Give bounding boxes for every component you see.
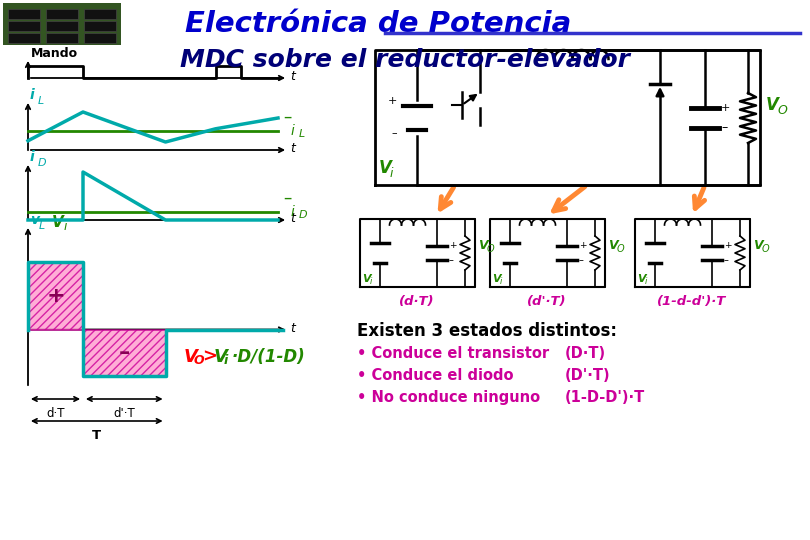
- Text: D: D: [299, 210, 308, 220]
- Text: (D'·T): (D'·T): [565, 368, 611, 383]
- Text: • Conduce el diodo: • Conduce el diodo: [357, 368, 514, 383]
- Text: T: T: [92, 429, 101, 442]
- Text: –: –: [283, 108, 292, 126]
- Text: O: O: [778, 104, 788, 117]
- Text: +: +: [46, 286, 65, 306]
- Text: i: i: [224, 354, 228, 367]
- Text: • Conduce el transistor: • Conduce el transistor: [357, 346, 549, 361]
- Text: –: –: [391, 129, 397, 138]
- Text: –: –: [449, 255, 454, 265]
- Text: ·D/(1-D): ·D/(1-D): [232, 348, 305, 366]
- Bar: [46, 21, 78, 31]
- Text: i: i: [30, 150, 35, 164]
- Bar: [8, 21, 40, 31]
- Text: +: +: [579, 241, 586, 251]
- Text: –: –: [579, 255, 584, 265]
- Text: • No conduce ninguno: • No conduce ninguno: [357, 390, 540, 405]
- Bar: [84, 21, 116, 31]
- Text: i: i: [291, 124, 295, 138]
- Bar: [3, 3, 121, 45]
- Text: v: v: [30, 213, 39, 227]
- Text: t: t: [290, 322, 295, 335]
- Bar: [84, 9, 116, 19]
- Text: V: V: [379, 159, 392, 177]
- Bar: [46, 33, 78, 43]
- Text: O: O: [617, 244, 625, 254]
- Text: (1-d-d')·T: (1-d-d')·T: [658, 295, 727, 308]
- Bar: [8, 33, 40, 43]
- Text: i: i: [390, 167, 394, 180]
- Text: t: t: [290, 71, 295, 84]
- Text: L: L: [38, 96, 45, 106]
- Text: V: V: [766, 96, 779, 114]
- Bar: [84, 33, 116, 43]
- Text: t: t: [290, 213, 295, 226]
- Text: i: i: [370, 277, 373, 286]
- Text: t: t: [290, 143, 295, 156]
- Text: (1-D-D')·T: (1-D-D')·T: [565, 390, 646, 405]
- Text: i: i: [30, 88, 35, 102]
- Text: Existen 3 estados distintos:: Existen 3 estados distintos:: [357, 322, 617, 340]
- Text: V: V: [753, 239, 763, 252]
- Text: MDC sobre el reductor-elevador: MDC sobre el reductor-elevador: [180, 48, 630, 72]
- Text: +: +: [388, 97, 397, 106]
- Text: –: –: [721, 122, 727, 134]
- Text: +: +: [449, 241, 457, 251]
- Text: V: V: [52, 215, 64, 230]
- Text: –: –: [283, 189, 292, 207]
- Text: Mando: Mando: [31, 47, 78, 60]
- Text: O: O: [194, 354, 204, 367]
- Text: –: –: [724, 255, 729, 265]
- Text: d'·T: d'·T: [113, 407, 135, 420]
- Text: O: O: [762, 244, 769, 254]
- Text: V: V: [637, 274, 646, 284]
- Text: V: V: [478, 239, 488, 252]
- Text: O: O: [487, 244, 495, 254]
- Text: i: i: [645, 277, 647, 286]
- Text: L: L: [39, 221, 45, 231]
- Text: D: D: [38, 158, 47, 168]
- Text: +: +: [724, 241, 731, 251]
- Bar: [46, 9, 78, 19]
- Polygon shape: [28, 262, 83, 329]
- Text: V: V: [362, 274, 371, 284]
- Text: –: –: [118, 343, 130, 363]
- Text: +: +: [721, 103, 731, 113]
- Text: L: L: [299, 129, 305, 139]
- Text: i: i: [64, 220, 67, 233]
- Text: Electrónica de Potencia: Electrónica de Potencia: [185, 10, 571, 38]
- Text: i: i: [500, 277, 502, 286]
- Polygon shape: [83, 329, 165, 376]
- Text: d·T: d·T: [46, 407, 65, 420]
- Text: V: V: [492, 274, 501, 284]
- Text: V: V: [608, 239, 617, 252]
- Text: (D·T): (D·T): [565, 346, 606, 361]
- Text: (d'·T): (d'·T): [527, 295, 567, 308]
- Bar: [8, 9, 40, 19]
- Text: V: V: [184, 348, 198, 366]
- Text: (d·T): (d·T): [399, 295, 435, 308]
- Text: i: i: [291, 205, 295, 219]
- Text: >: >: [202, 348, 218, 366]
- Text: V: V: [214, 348, 228, 366]
